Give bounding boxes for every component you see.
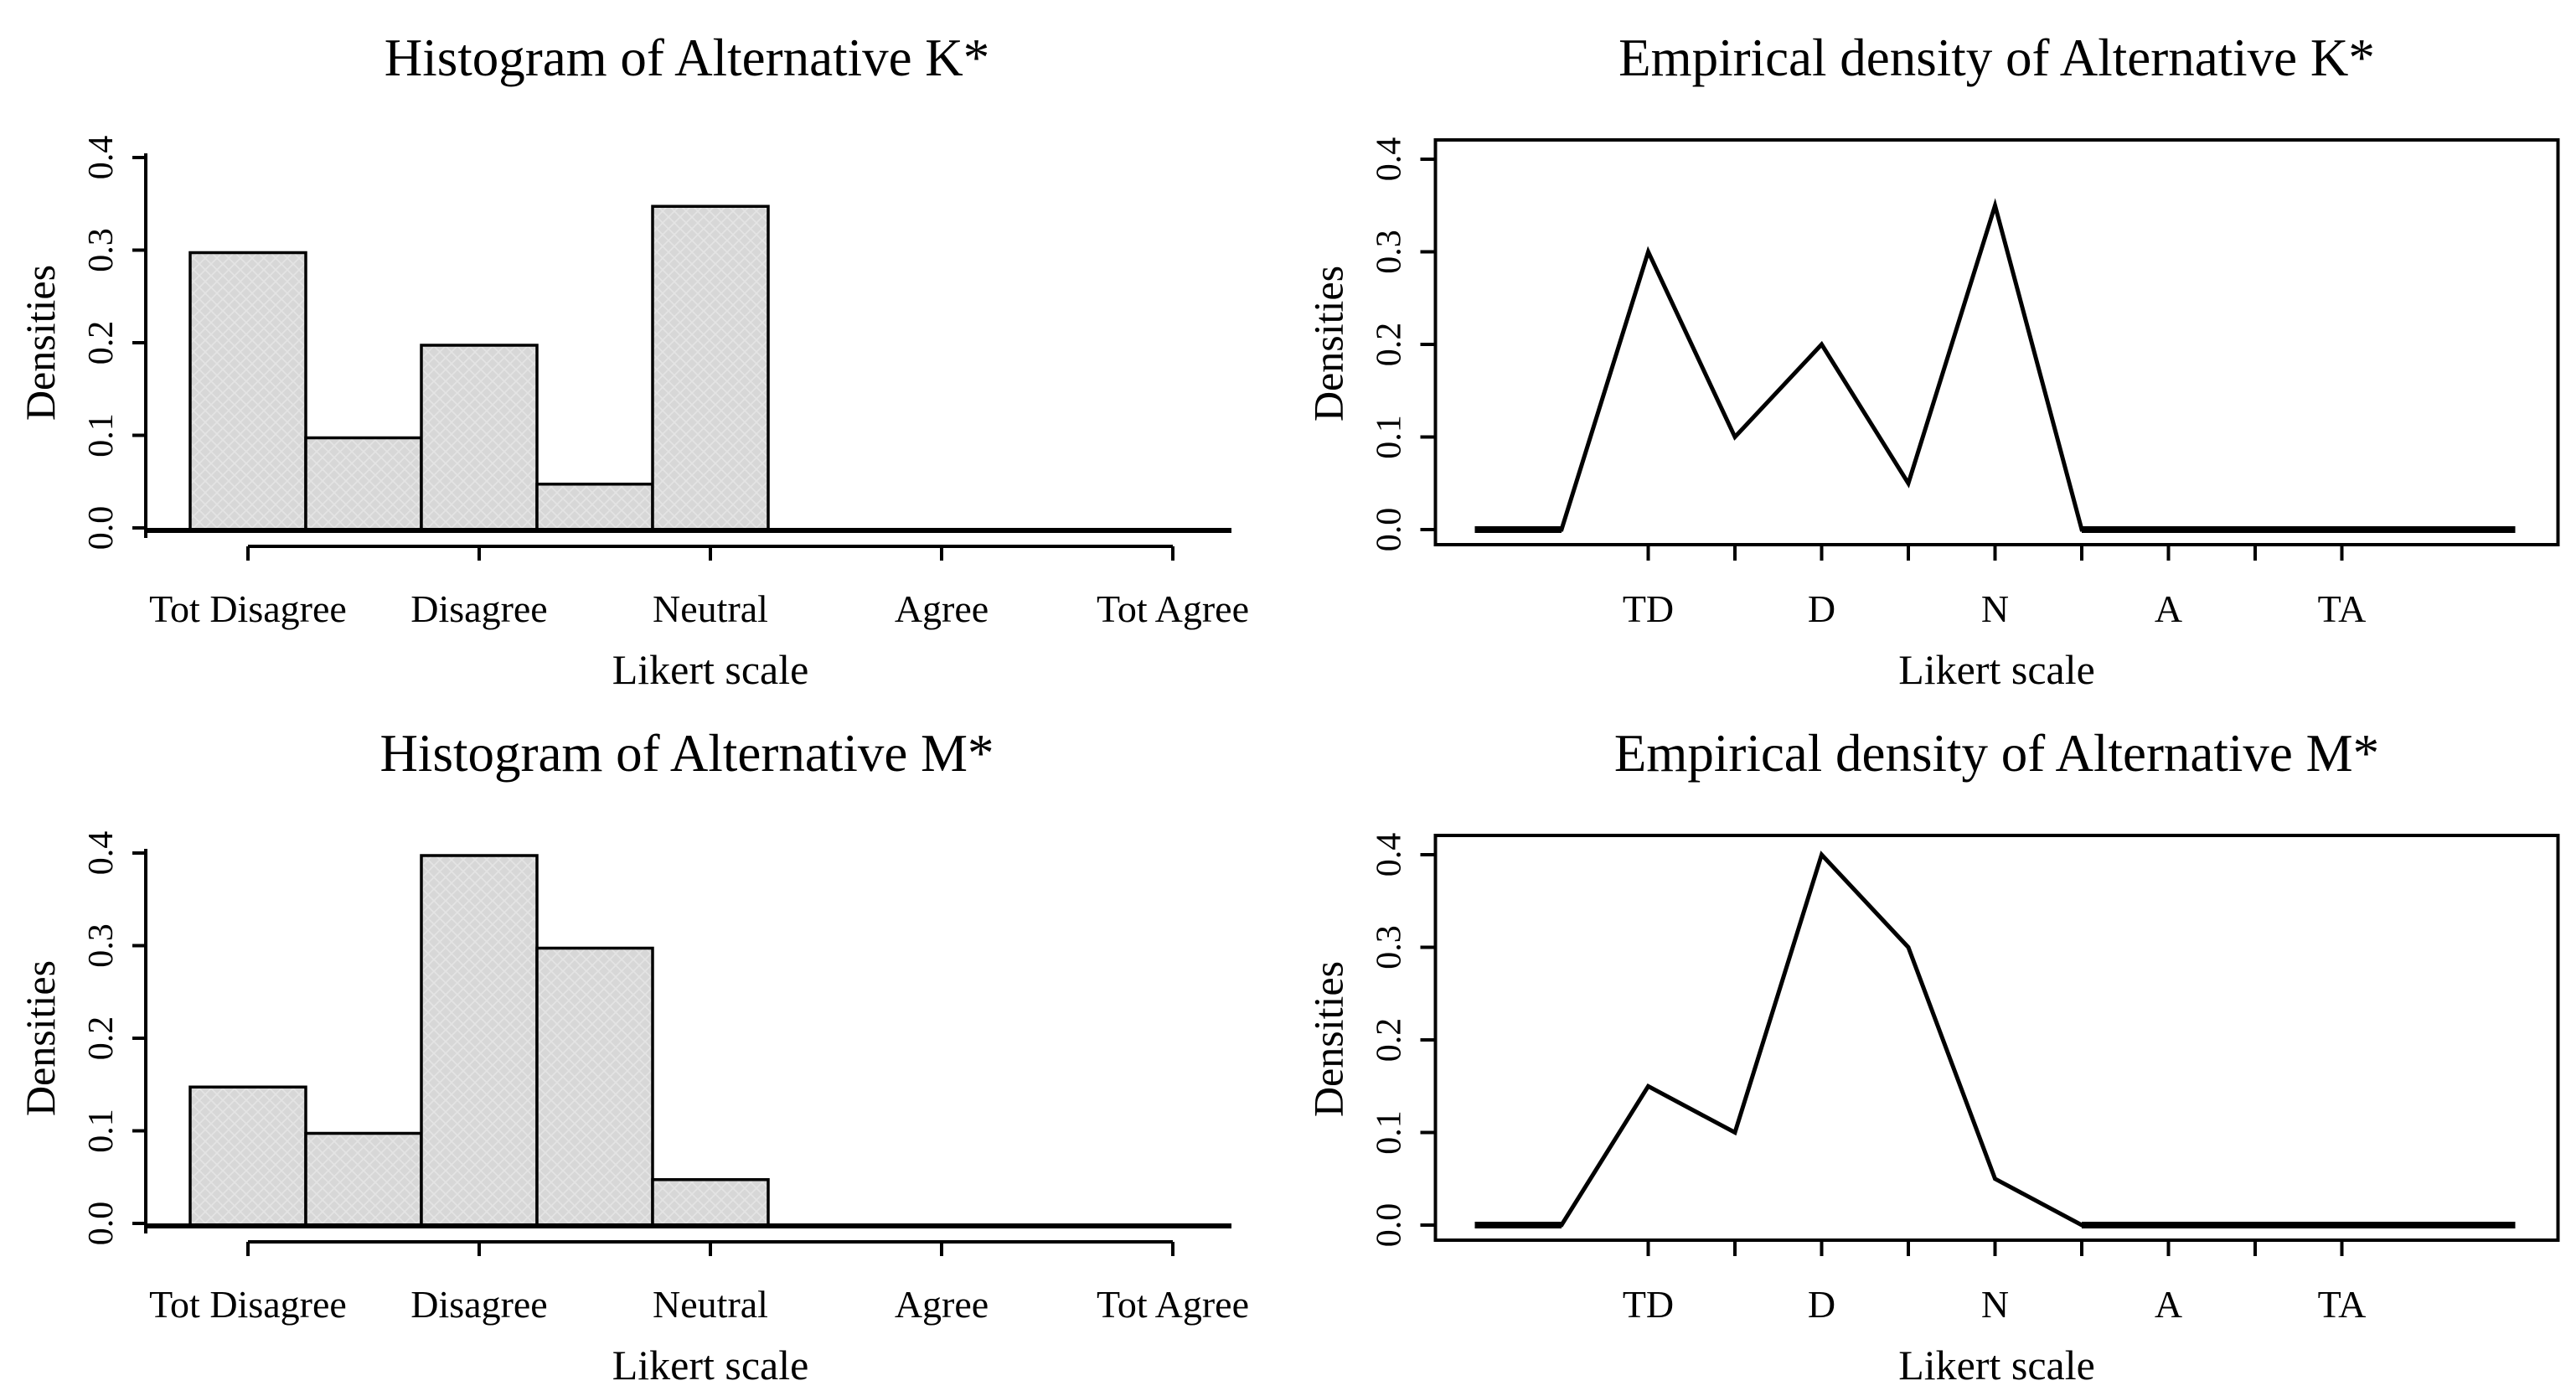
panel-density-m: Empirical density of Alternative M* 0.0 0.… <box>1288 696 2576 1391</box>
x-axis-title: Likert scale <box>612 646 809 693</box>
density-line <box>1474 851 2516 1228</box>
x-tick-label: A <box>2155 1283 2182 1326</box>
bar-disagree-2 <box>420 344 539 532</box>
y-tick-label: 0.3 <box>82 923 121 968</box>
y-tick-label: 0.1 <box>82 1109 121 1153</box>
x-tick-label: Disagree <box>410 587 547 630</box>
y-axis-title: Densities <box>1305 266 1352 421</box>
y-tick-label: 0.0 <box>1371 1203 1409 1248</box>
y-tick-label: 0.3 <box>1371 925 1409 970</box>
x-tick-label: N <box>1981 587 2009 630</box>
y-tick-label: 0.2 <box>82 321 121 365</box>
y-axis-title: Densities <box>17 265 64 421</box>
x-tick-label: Tot Disagree <box>149 1283 347 1326</box>
y-tick-label: 0.4 <box>1371 833 1409 877</box>
y-tick-label: 0.1 <box>82 413 121 458</box>
x-tick-label: Neutral <box>653 1283 768 1326</box>
y-tick-label: 0.2 <box>1371 1018 1409 1063</box>
x-axis-title: Likert scale <box>1898 1342 2095 1388</box>
x-axis-title: Likert scale <box>1898 646 2095 693</box>
x-tick-label: Neutral <box>653 587 768 630</box>
y-tick-label: 0.4 <box>82 831 121 876</box>
y-tick-label: 0.0 <box>1371 508 1409 552</box>
x-axis-title: Likert scale <box>612 1342 809 1388</box>
chart-title: Empirical density of Alternative K* <box>1618 28 2375 87</box>
bar-disagree-1 <box>304 436 423 532</box>
bar-tot-disagree-0 <box>188 251 307 532</box>
panel-density-k: Empirical density of Alternative K* 0.0 0.… <box>1288 0 2576 696</box>
y-tick-label: 0.1 <box>1371 415 1409 459</box>
x-tick-label: TD <box>1623 587 1674 630</box>
x-tick-label: N <box>1981 1283 2009 1326</box>
bar-neutral-4 <box>651 1178 770 1228</box>
y-tick-label: 0.4 <box>1371 137 1409 182</box>
panel-histogram-k: Histogram of Alternative K* 0.0 0.1 0.2 0.3 0… <box>0 0 1288 696</box>
y-tick-label: 0.4 <box>82 136 121 180</box>
x-tick-label: TD <box>1623 1283 1674 1326</box>
plot-box <box>1433 138 2560 546</box>
panel-histogram-m: Histogram of Alternative M* 0.0 0.1 0.2 0.3 0… <box>0 696 1288 1391</box>
y-axis-title: Densities <box>17 960 64 1116</box>
y-tick-label: 0.0 <box>82 506 121 551</box>
histogram-m-chart: Histogram of Alternative M* 0.0 0.1 0.2 0.3 0… <box>17 724 1249 1388</box>
x-tick-label: TA <box>2318 587 2367 630</box>
chart-title: Histogram of Alternative K* <box>385 28 990 87</box>
y-axis-title: Densities <box>1305 961 1352 1117</box>
y-tick-label: 0.2 <box>1371 323 1409 367</box>
y-tick-label: 0.3 <box>1371 230 1409 274</box>
x-tick-label: Disagree <box>410 1283 547 1326</box>
bar-tot-disagree-0 <box>188 1085 307 1228</box>
y-tick-label: 0.1 <box>1371 1110 1409 1155</box>
density-line <box>1474 198 2516 532</box>
x-tick-label: A <box>2155 587 2182 630</box>
x-tick-label: Tot Agree <box>1097 1283 1249 1326</box>
y-tick-label: 0.0 <box>82 1202 121 1246</box>
x-tick-label: Tot Agree <box>1097 587 1249 630</box>
y-tick-label: 0.2 <box>82 1016 121 1061</box>
x-tick-label: Agree <box>895 587 989 630</box>
x-tick-label: Tot Disagree <box>149 587 347 630</box>
x-tick-label: TA <box>2318 1283 2367 1326</box>
bar-disagree-1 <box>304 1131 423 1228</box>
bar-neutral-3 <box>535 483 654 532</box>
x-tick-label: D <box>1808 587 1835 630</box>
x-tick-label: Agree <box>895 1283 989 1326</box>
x-tick-label: D <box>1808 1283 1835 1326</box>
bar-neutral-3 <box>535 946 654 1228</box>
bar-neutral-4 <box>651 204 770 532</box>
y-tick-label: 0.3 <box>82 228 121 272</box>
chart-title: Histogram of Alternative M* <box>379 724 994 783</box>
density-k-chart: Empirical density of Alternative K* 0.0 0.… <box>1305 28 2560 693</box>
density-m-chart: Empirical density of Alternative M* 0.0 0.… <box>1305 724 2560 1388</box>
chart-title: Empirical density of Alternative M* <box>1614 724 2379 783</box>
bar-disagree-2 <box>420 854 539 1228</box>
histogram-k-chart: Histogram of Alternative K* 0.0 0.1 0.2 0.3 0… <box>17 28 1249 693</box>
